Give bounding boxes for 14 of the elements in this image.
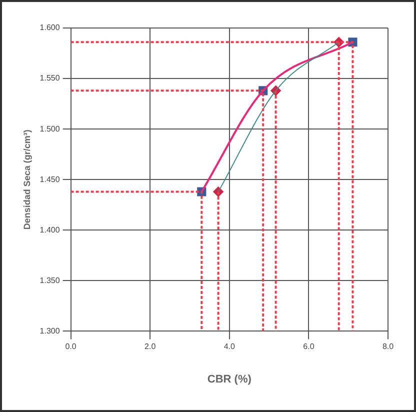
x-tick-label: 2.0 [144, 342, 156, 352]
y-tick-label: 1.350 [40, 276, 60, 285]
y-tick-label: 1.400 [40, 225, 60, 234]
x-tick-label: 6.0 [303, 342, 315, 352]
x-tick-label: 4.0 [224, 342, 236, 352]
y-tick-label: 1.500 [40, 124, 60, 134]
y-tick-label: 1.300 [40, 326, 60, 336]
y-axis-title: Densidad Seca (gr/cm³) [22, 130, 32, 230]
x-tick-label: 8.0 [382, 342, 394, 352]
y-tick-label: 1.600 [40, 23, 60, 32]
x-axis-title: CBR (%) [207, 373, 252, 386]
x-tick-label: 0.0 [65, 342, 77, 352]
y-tick-label: 1.450 [40, 174, 60, 184]
y-tick-label: 1.550 [40, 74, 60, 83]
